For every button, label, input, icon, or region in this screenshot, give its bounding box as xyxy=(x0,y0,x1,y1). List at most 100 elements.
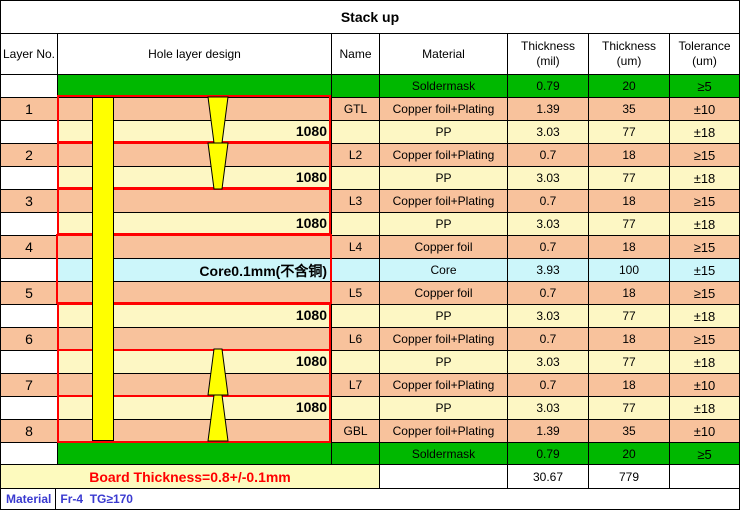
tolerance-cell: ±18 xyxy=(669,166,739,189)
thickness-mil-cell: 0.7 xyxy=(507,373,588,396)
name-cell: L7 xyxy=(331,373,379,396)
layer-no-cell xyxy=(1,212,57,235)
tolerance-cell: ≥15 xyxy=(669,189,739,212)
thickness-um-cell: 77 xyxy=(588,396,669,419)
tolerance-cell: ±10 xyxy=(669,373,739,396)
thickness-um-cell: 18 xyxy=(588,327,669,350)
material-divider xyxy=(55,489,57,509)
material-cell: Copper foil xyxy=(379,281,507,304)
name-cell xyxy=(331,442,379,465)
layer-no-cell xyxy=(1,396,57,419)
thickness-um-cell: 77 xyxy=(588,120,669,143)
outline-layers-7-8 xyxy=(57,395,331,443)
name-cell: L4 xyxy=(331,235,379,258)
thickness-mil-cell: 3.03 xyxy=(507,166,588,189)
thickness-um-cell: 18 xyxy=(588,373,669,396)
name-cell: GBL xyxy=(331,419,379,442)
material-cell: PP xyxy=(379,396,507,419)
material-cell: Copper foil+Plating xyxy=(379,97,507,120)
layer-no-cell xyxy=(1,442,57,465)
thickness-mil-cell: 3.03 xyxy=(507,120,588,143)
pp-label-1: 1080 xyxy=(295,123,327,139)
thickness-um-cell: 18 xyxy=(588,235,669,258)
material-label: Material xyxy=(6,492,52,506)
layer-no-cell xyxy=(1,258,57,281)
material-cell: Copper foil+Plating xyxy=(379,419,507,442)
outline-layers-1-2 xyxy=(57,95,331,144)
tolerance-cell: ±15 xyxy=(669,258,739,281)
layer-no-cell: 3 xyxy=(1,189,57,212)
tolerance-cell: ±18 xyxy=(669,396,739,419)
tolerance-cell: ≥15 xyxy=(669,327,739,350)
tolerance-cell: ±18 xyxy=(669,120,739,143)
thickness-um-cell: 77 xyxy=(588,212,669,235)
thickness-mil-cell: 3.03 xyxy=(507,304,588,327)
pp-label-2: 1080 xyxy=(295,169,327,185)
layer-no-cell: 6 xyxy=(1,327,57,350)
name-cell xyxy=(331,304,379,327)
tolerance-cell: ±10 xyxy=(669,97,739,120)
material-cell: Copper foil+Plating xyxy=(379,373,507,396)
material-cell: Copper foil xyxy=(379,235,507,258)
thickness-mil-cell: 3.93 xyxy=(507,258,588,281)
header-tolerance-text: Tolerance (um) xyxy=(678,39,731,68)
through-hole-drill xyxy=(92,97,114,441)
thickness-mil-cell: 3.03 xyxy=(507,350,588,373)
layer-no-cell xyxy=(1,166,57,189)
name-cell xyxy=(331,258,379,281)
thickness-um-cell: 20 xyxy=(588,74,669,97)
thickness-um-cell: 77 xyxy=(588,166,669,189)
tolerance-cell: ≥15 xyxy=(669,281,739,304)
thickness-mil-cell: 0.7 xyxy=(507,189,588,212)
layer-no-cell: 1 xyxy=(1,97,57,120)
material-cell: Core xyxy=(379,258,507,281)
layer-no-cell xyxy=(1,120,57,143)
material-cell: PP xyxy=(379,166,507,189)
name-cell: L6 xyxy=(331,327,379,350)
tolerance-cell: ±10 xyxy=(669,419,739,442)
name-cell: L3 xyxy=(331,189,379,212)
hole-design-cell xyxy=(57,442,331,465)
header-name: Name xyxy=(331,33,379,74)
thickness-mil-cell: 3.03 xyxy=(507,212,588,235)
name-cell xyxy=(331,350,379,373)
thickness-mil-cell: 0.7 xyxy=(507,235,588,258)
thickness-um-cell: 18 xyxy=(588,281,669,304)
thickness-um-cell: 77 xyxy=(588,350,669,373)
tolerance-cell: ≥5 xyxy=(669,74,739,97)
name-cell xyxy=(331,212,379,235)
header-thickness-um-text: Thickness (um) xyxy=(601,39,657,68)
tolerance-cell: ≥15 xyxy=(669,235,739,258)
thickness-um-cell: 35 xyxy=(588,97,669,120)
header-thickness-um: Thickness (um) xyxy=(588,33,669,74)
core-label: Core0.1mm(不含铜) xyxy=(199,263,327,279)
header-tolerance: Tolerance (um) xyxy=(669,33,739,74)
tolerance-cell: ±18 xyxy=(669,350,739,373)
material-cell: Soldermask xyxy=(379,442,507,465)
thickness-um-cell: 18 xyxy=(588,189,669,212)
name-cell: GTL xyxy=(331,97,379,120)
thickness-um-cell: 100 xyxy=(588,258,669,281)
name-cell: L5 xyxy=(331,281,379,304)
name-cell xyxy=(331,166,379,189)
layer-no-cell xyxy=(1,350,57,373)
material-cell: Copper foil+Plating xyxy=(379,143,507,166)
header-thickness-mil-text: Thickness (mil) xyxy=(520,39,576,68)
tolerance-cell: ±18 xyxy=(669,304,739,327)
material-cell: PP xyxy=(379,304,507,327)
total-tolerance-cell xyxy=(669,464,739,488)
thickness-mil-cell: 0.79 xyxy=(507,442,588,465)
pp-label-3: 1080 xyxy=(295,215,327,231)
layer-no-cell: 8 xyxy=(1,419,57,442)
material-cell: PP xyxy=(379,350,507,373)
header-thickness-mil: Thickness (mil) xyxy=(507,33,588,74)
material-row: Material Fr-4 TG≥170 xyxy=(1,488,739,509)
name-cell xyxy=(331,120,379,143)
layer-no-cell: 2 xyxy=(1,143,57,166)
name-cell xyxy=(331,396,379,419)
hole-design-cell xyxy=(57,74,331,97)
table-title: Stack up xyxy=(340,9,400,25)
material-cell: PP xyxy=(379,120,507,143)
header-hole-design: Hole layer design xyxy=(57,33,331,74)
tolerance-cell: ≥15 xyxy=(669,143,739,166)
